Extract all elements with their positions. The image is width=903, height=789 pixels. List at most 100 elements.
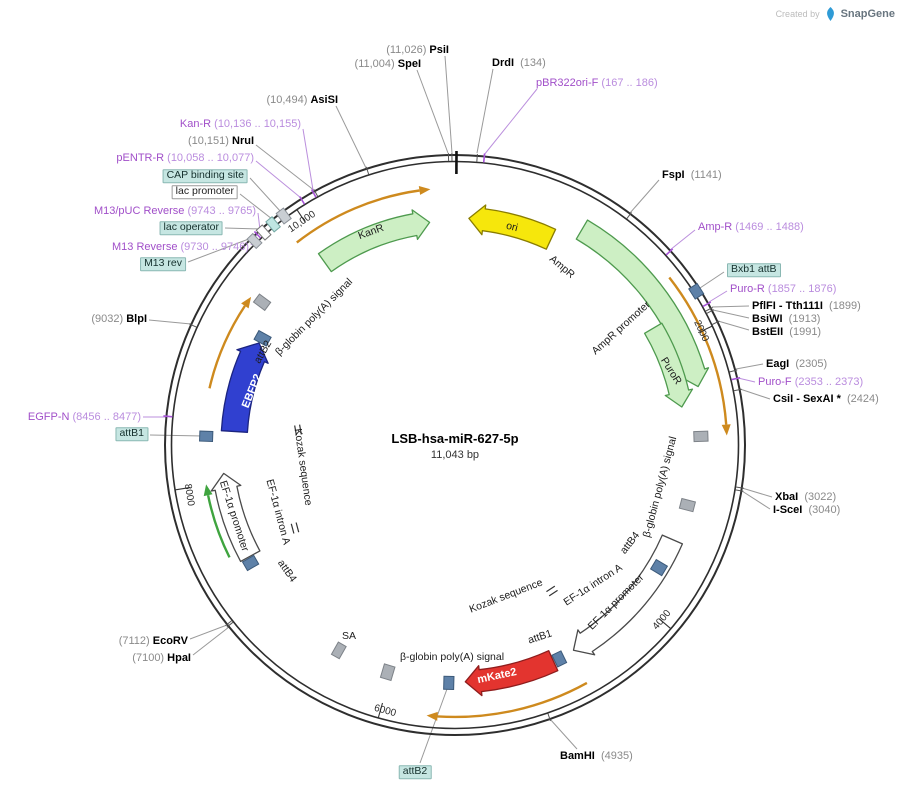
label-line-lac-operator (224, 227, 262, 230)
site-label-text: EagI (766, 357, 796, 370)
site-label-text: (10,151) (187, 134, 232, 147)
feature-arc-head-orange-top-left[interactable] (418, 186, 431, 195)
site-label-AsiSI[interactable]: (10,494) AsiSI (266, 94, 338, 106)
feature-block-polyA-box-right-lower[interactable] (678, 497, 697, 513)
site-label-pBR322ori-F[interactable]: pBR322ori-F (167 .. 186) (536, 77, 658, 89)
site-label-text: FspI (662, 168, 691, 181)
site-label-HpaI[interactable]: (7100) HpaI (132, 652, 191, 664)
site-label-EGFP-N[interactable]: EGFP-N (8456 .. 8477) (28, 411, 141, 423)
site-label-BsiWI[interactable]: BsiWI (1913) (752, 313, 820, 325)
site-label-text: BsiWI (752, 312, 789, 325)
feature-label--globin-poly-a-signal[interactable]: β-globin poly(A) signal (399, 651, 505, 663)
site-label-CAP-binding-site[interactable]: CAP binding site (162, 169, 248, 183)
primer-tick-1 (665, 248, 674, 256)
feature-block-attB4-site-left[interactable] (241, 554, 260, 572)
feature-arc-orange-top-left[interactable] (296, 189, 420, 244)
label-line-CsiI-SexAI (739, 388, 771, 400)
site-label-text: (10,494) (266, 93, 311, 106)
site-label-pENTR-R[interactable]: pENTR-R (10,058 .. 10,077) (116, 152, 254, 164)
site-label-SpeI[interactable]: (11,004) SpeI (355, 58, 421, 70)
label-line-lac-promoter (239, 193, 273, 220)
site-label-text: pBR322ori-F (536, 76, 602, 89)
site-label-PflFI-Tth111I[interactable]: PflFI - Tth111I (1899) (752, 300, 861, 312)
feature-arc-orange-left-upper[interactable] (208, 305, 246, 389)
site-label-M13-Reverse[interactable]: M13 Reverse (9730 .. 9746) (112, 241, 249, 253)
scale-tick-2000 (698, 325, 713, 334)
feature-block-SA-box[interactable] (330, 641, 347, 660)
scale-tick-8000 (175, 486, 191, 491)
feature-arc-orange-bottom[interactable] (437, 681, 588, 719)
feature-arrow-PuroR[interactable] (643, 322, 694, 408)
enzyme-tick-7 (706, 309, 715, 314)
site-label-FspI[interactable]: FspI (1141) (662, 169, 722, 181)
feature-arc-green-left-lower[interactable] (206, 494, 231, 558)
site-label-text: CAP binding site (166, 169, 244, 182)
site-label-text: NruI (232, 134, 254, 147)
site-label-text: (167 .. 186) (601, 76, 658, 89)
feature-arrow-mKate2[interactable] (464, 650, 559, 697)
feature-block-attB1-site-left[interactable] (199, 430, 214, 443)
feature-block-polyA-box-right-upper[interactable] (693, 430, 709, 443)
feature-block-attB4-site-right[interactable] (649, 558, 669, 577)
feature-block-cluster-box-1[interactable] (246, 232, 263, 250)
feature-block-cluster-box-3[interactable] (265, 216, 282, 233)
site-label-text: BamHI (560, 749, 601, 762)
site-label-text: (1469 .. 1488) (735, 220, 804, 233)
site-label-Puro-F[interactable]: Puro-F (2353 .. 2373) (758, 376, 863, 388)
site-label-text: I-SceI (773, 503, 809, 516)
site-label-text: (11,004) (354, 57, 398, 70)
label-line-Puro-F (737, 377, 756, 383)
site-label-DrdI[interactable]: DrdI (134) (492, 57, 546, 69)
site-label-Amp-R[interactable]: Amp-R (1469 .. 1488) (698, 221, 804, 233)
site-label-M13-rev[interactable]: M13 rev (140, 257, 186, 271)
feature-block-attB2-site-left[interactable] (253, 329, 272, 347)
enzyme-tick-5 (626, 212, 632, 220)
feature-label-sa[interactable]: SA (341, 630, 357, 642)
enzyme-tick-13 (547, 713, 551, 722)
site-label-PsiI[interactable]: (11,026) PsiI (386, 44, 449, 56)
site-label-Puro-R[interactable]: Puro-R (1857 .. 1876) (730, 283, 836, 295)
site-label-NruI[interactable]: (10,151) NruI (188, 135, 254, 147)
feature-arc-head-orange-left-upper[interactable] (241, 296, 252, 309)
site-label-text: BlpI (126, 312, 147, 325)
site-label-M13-pUC-Reverse[interactable]: M13/pUC Reverse (9743 .. 9765) (94, 205, 256, 217)
feature-arrow-EBFP2[interactable] (220, 342, 269, 433)
site-label-XbaI[interactable]: XbaI (3022) (775, 491, 836, 503)
scale-tick-10,000 (296, 209, 306, 223)
feature-arc-head-green-left-lower[interactable] (203, 484, 213, 497)
site-label-EagI[interactable]: EagI (2305) (766, 358, 827, 370)
feature-block-attB2-site-bottom[interactable] (443, 675, 455, 691)
backbone-inner-ring (170, 160, 740, 730)
primer-tick-7 (299, 196, 306, 205)
site-label-attB2-bottom[interactable]: attB2 (398, 765, 432, 779)
feature-arrow-KanR[interactable] (317, 209, 431, 273)
feature-block-cluster-box-2[interactable] (255, 224, 272, 241)
site-label-text: (7112) (118, 634, 153, 647)
site-label-text: (3040) (808, 503, 841, 516)
primer-tick-5 (253, 230, 262, 239)
site-label-attB1-left[interactable]: attB1 (115, 427, 148, 441)
feature-block-cluster-box-4[interactable] (275, 207, 292, 225)
site-label-lac-operator[interactable]: lac operator (159, 221, 223, 235)
site-label-CsiI-SexAI[interactable]: CsiI - SexAI * (2424) (773, 393, 879, 405)
site-label-EcoRV[interactable]: (7112) EcoRV (119, 635, 188, 647)
feature-arrow-EF1a-promoter-left[interactable] (210, 472, 261, 563)
feature-arc-head-orange-right[interactable] (721, 424, 731, 436)
feature-arc-head-orange-bottom[interactable] (426, 711, 438, 721)
feature-block-attB1-site-bottom[interactable] (551, 650, 568, 668)
site-label-lac-promoter[interactable]: lac promoter (171, 185, 238, 199)
site-label-BstEII[interactable]: BstEII (1991) (752, 326, 821, 338)
feature-block-bxb1-attB-site[interactable] (688, 282, 705, 300)
site-label-Kan-R[interactable]: Kan-R (10,136 .. 10,155) (180, 118, 301, 130)
feature-arrow-AmpR[interactable] (575, 219, 710, 388)
site-label-I-SceI[interactable]: I-SceI (3040) (773, 504, 840, 516)
feature-arrow-ori[interactable] (468, 204, 557, 250)
feature-block-polyA-box-top-left[interactable] (252, 293, 272, 312)
site-label-BlpI[interactable]: (9032) BlpI (91, 313, 147, 325)
site-label-Bxb1-attB[interactable]: Bxb1 attB (727, 263, 781, 277)
feature-arc-orange-right[interactable] (668, 276, 728, 425)
enzyme-tick-2 (476, 153, 478, 162)
feature-block-polyA-box-bottom[interactable] (379, 663, 396, 682)
site-label-BamHI[interactable]: BamHI (4935) (560, 750, 633, 762)
